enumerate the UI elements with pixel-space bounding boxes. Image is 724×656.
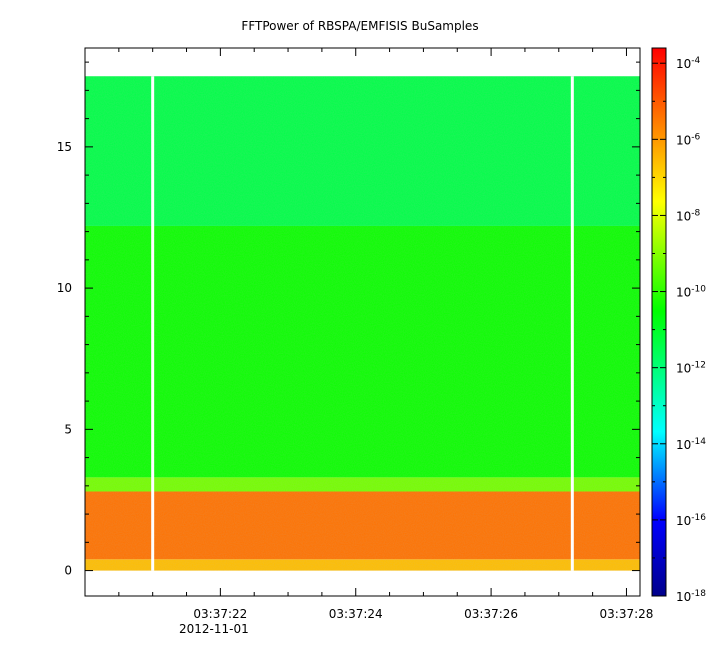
colorbar-gradient — [651, 47, 667, 597]
x-tick-label: 03:37:22 — [193, 607, 247, 621]
y-tick-label: 10 — [57, 281, 72, 295]
y-tick-label: 0 — [64, 564, 72, 578]
plot-area — [84, 47, 641, 597]
spectrogram-noise — [85, 76, 640, 571]
data-gap-1 — [570, 76, 574, 571]
y-tick-label: 5 — [64, 422, 72, 436]
colorbar-tick-label: 10-16 — [676, 513, 706, 528]
colorbar-tick-label: 10-8 — [676, 208, 701, 223]
x-tick-label: 03:37:24 — [329, 607, 383, 621]
x-tick-label: 03:37:28 — [600, 607, 654, 621]
colorbar-tick-label: 10-18 — [676, 589, 706, 604]
y-tick-label: 15 — [57, 140, 72, 154]
colorbar-tick-label: 10-6 — [676, 132, 701, 147]
colorbar: 10-4 10-6 10-8 10-10 10-12 10-14 10-16 10-18 — [651, 47, 706, 604]
colorbar-tick-label: 10-10 — [676, 285, 706, 300]
date-label: 2012-11-01 — [179, 622, 249, 636]
colorbar-tick-label: 10-12 — [676, 361, 706, 376]
data-gap-0 — [151, 76, 155, 571]
x-tick-label: 03:37:26 — [464, 607, 518, 621]
y-axis: 0 5 10 15 — [57, 61, 640, 578]
chart-title: FFTPower of RBSPA/EMFISIS BuSamples — [241, 19, 478, 33]
colorbar-tick-label: 10-14 — [676, 437, 706, 452]
x-axis: 03:37:22 03:37:24 03:37:26 03:37:28 — [84, 48, 654, 621]
plot-frame — [84, 47, 641, 597]
colorbar-tick-label: 10-4 — [676, 56, 701, 71]
